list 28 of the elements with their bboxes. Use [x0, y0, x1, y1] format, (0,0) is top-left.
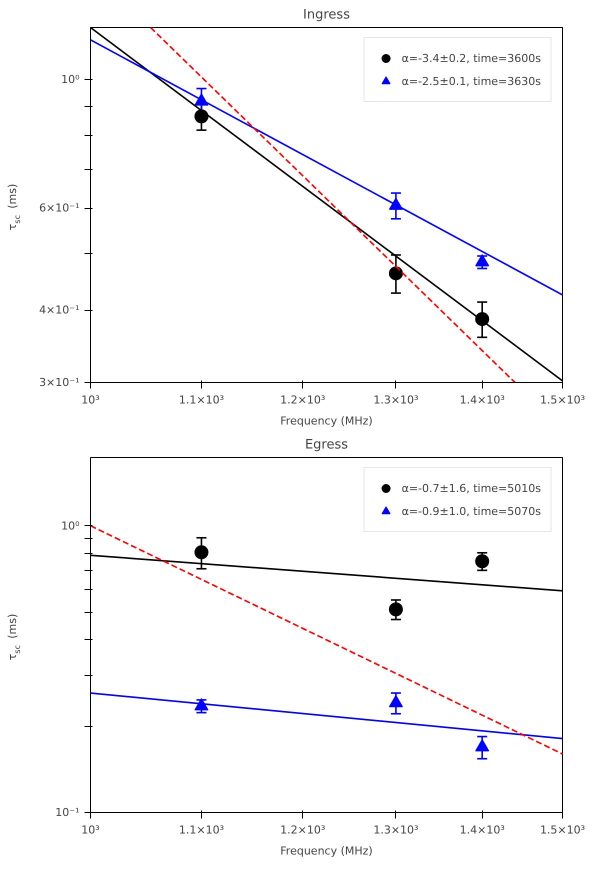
y-tick-label: 4×10⁻¹: [39, 304, 80, 317]
x-tick-label: 10³: [81, 824, 100, 836]
x-tick-label: 1.5×10³: [540, 824, 586, 836]
y-tick-label: 10⁻¹: [55, 806, 80, 819]
x-tick-label: 1.1×10³: [178, 394, 224, 406]
legend-label: α=-0.7±1.6, time=5010s: [402, 482, 541, 494]
x-tick-label: 1.1×10³: [178, 824, 224, 836]
y-tick-label: 3×10⁻¹: [39, 376, 80, 389]
x-tick-label: 1.4×10³: [460, 824, 505, 836]
y-tick-label: 10⁰: [61, 519, 80, 532]
x-tick-label: 1.2×10³: [280, 824, 326, 836]
x-tick-label: 1.4×10³: [460, 394, 505, 406]
x-tick-label: 10³: [81, 394, 100, 406]
y-axis-title: τsc (ms): [6, 614, 22, 660]
x-axis-title: Frequency (MHz): [280, 414, 373, 428]
y-tick-label: 6×10⁻¹: [39, 202, 80, 215]
legend-label: α=-0.9±1.0, time=5070s: [402, 504, 541, 518]
x-tick-label: 1.5×10³: [540, 394, 586, 406]
x-tick-label: 1.2×10³: [280, 394, 326, 406]
legend-label: α=-2.5±0.1, time=3630s: [402, 74, 541, 88]
x-tick-label: 1.3×10³: [373, 394, 418, 406]
legend-label: α=-3.4±0.2, time=3600s: [402, 52, 541, 64]
x-axis-title: Frequency (MHz): [280, 844, 373, 858]
chart-title: Ingress: [303, 8, 350, 22]
y-tick-label: 10⁰: [61, 73, 80, 86]
x-tick-label: 1.3×10³: [373, 824, 418, 836]
y-axis-title: τsc (ms): [6, 184, 22, 230]
chart-title: Egress: [304, 438, 348, 452]
